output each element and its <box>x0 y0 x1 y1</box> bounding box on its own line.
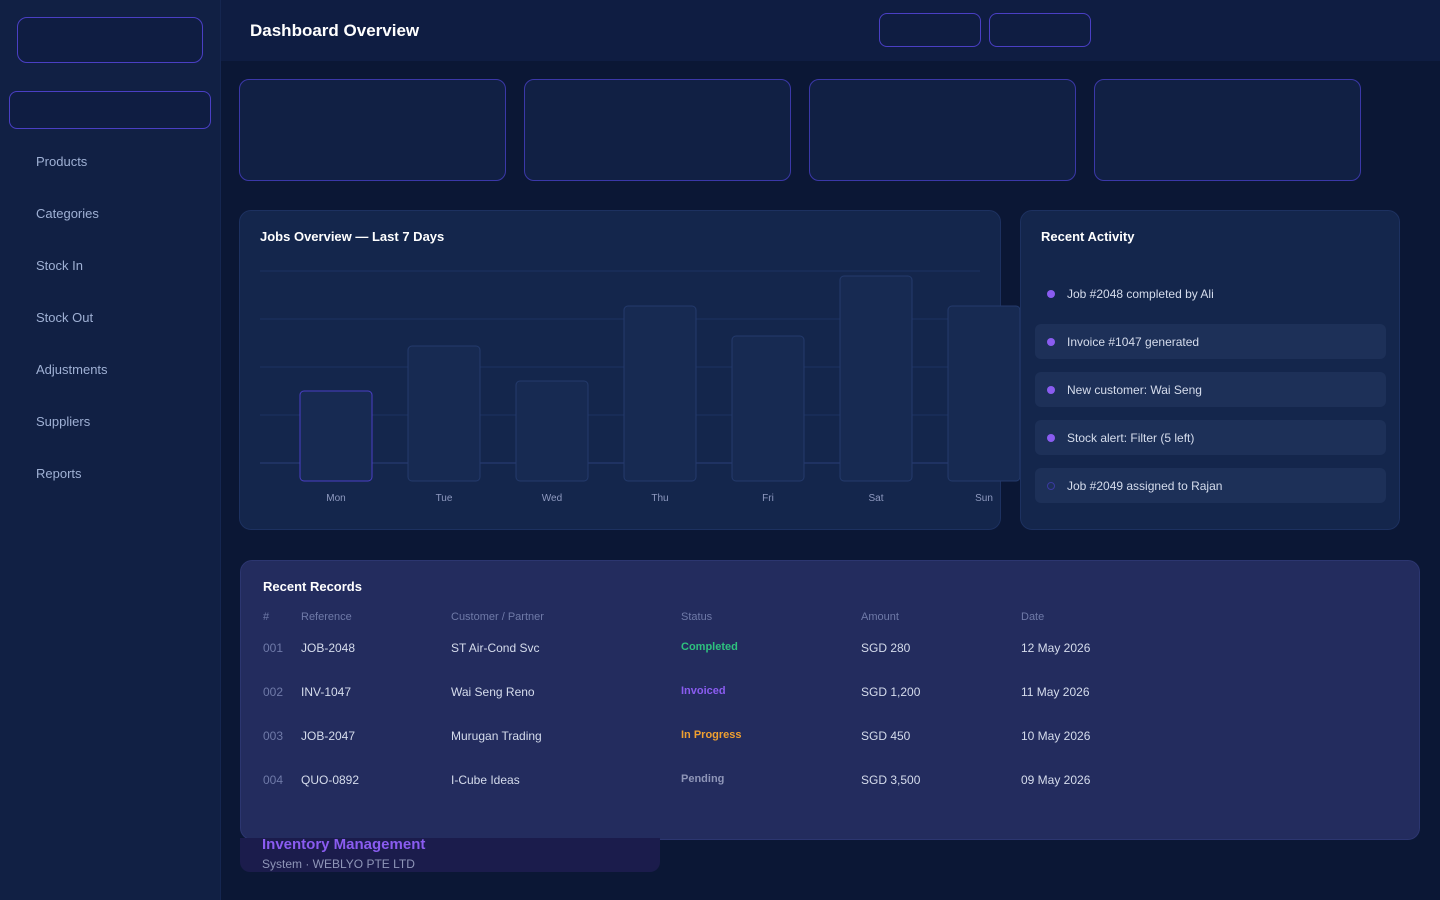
activity-item[interactable]: New customer: Wai Seng <box>1035 372 1386 407</box>
activity-title: Recent Activity <box>1041 229 1135 244</box>
activity-item[interactable]: Invoice #1047 generated <box>1035 324 1386 359</box>
column-header-status[interactable]: Status <box>681 611 713 623</box>
column-header-reference[interactable]: Reference <box>301 611 352 623</box>
recent-records-panel: Recent Records # Reference Customer / Pa… <box>240 560 1420 840</box>
header-button-1[interactable] <box>879 13 981 47</box>
stat-card-3 <box>809 79 1076 181</box>
top-header: Dashboard Overview <box>221 0 1440 61</box>
stat-card-2 <box>524 79 791 181</box>
bar-sun[interactable] <box>947 305 1021 482</box>
table-row[interactable]: 002 INV-1047 Wai Seng Reno Invoiced SGD 1,20… <box>241 685 1421 705</box>
records-title: Recent Records <box>263 579 362 594</box>
sidebar-item-stock-in[interactable]: Stock In <box>36 258 83 273</box>
sidebar-item-categories[interactable]: Categories <box>36 206 99 221</box>
stat-card-4 <box>1094 79 1361 181</box>
activity-text: Invoice #1047 generated <box>1067 335 1200 349</box>
cell-amount: SGD 1,200 <box>861 685 921 699</box>
status-badge: Completed <box>681 641 738 653</box>
cell-customer: ST Air-Cond Svc <box>451 641 540 655</box>
chart-title: Jobs Overview — Last 7 Days <box>260 229 445 244</box>
cell-amount: SGD 280 <box>861 641 911 655</box>
x-tick-label: Sun <box>975 493 993 504</box>
activity-text: Stock alert: Filter (5 left) <box>1067 431 1195 445</box>
cell-index: 004 <box>263 773 284 787</box>
cell-reference: JOB-2047 <box>301 729 356 743</box>
status-badge: In Progress <box>681 729 742 741</box>
cell-index: 001 <box>263 641 284 655</box>
page-title: Dashboard Overview <box>250 21 420 40</box>
brand-footer: Inventory Management System · WEBLYO PTE… <box>240 836 660 872</box>
x-tick-label: Mon <box>326 493 345 504</box>
bar-fri[interactable] <box>731 335 805 482</box>
header-button-2[interactable] <box>989 13 1091 47</box>
bar-sat[interactable] <box>839 275 913 482</box>
sidebar-item-adjustments[interactable]: Adjustments <box>36 362 108 377</box>
cell-date: 09 May 2026 <box>1021 773 1091 787</box>
cell-amount: SGD 3,500 <box>861 773 921 787</box>
sidebar-search-input[interactable] <box>9 91 211 129</box>
cell-reference: QUO-0892 <box>301 773 360 787</box>
cell-date: 10 May 2026 <box>1021 729 1091 743</box>
bar-mon[interactable] <box>299 390 373 482</box>
activity-item[interactable]: Job #2049 assigned to Rajan <box>1035 468 1386 503</box>
cell-date: 11 May 2026 <box>1021 685 1090 699</box>
x-tick-label: Tue <box>436 493 453 504</box>
activity-text: Job #2049 assigned to Rajan <box>1067 479 1223 493</box>
cell-customer: I-Cube Ideas <box>451 773 520 787</box>
column-header-date[interactable]: Date <box>1021 611 1045 623</box>
activity-text: Job #2048 completed by Ali <box>1067 287 1214 301</box>
activity-text: New customer: Wai Seng <box>1067 383 1202 397</box>
activity-item[interactable]: Stock alert: Filter (5 left) <box>1035 420 1386 455</box>
cell-amount: SGD 450 <box>861 729 911 743</box>
table-row[interactable]: 001 JOB-2048 ST Air-Cond Svc Completed SGD 2… <box>241 641 1421 661</box>
activity-item[interactable]: Job #2048 completed by Ali <box>1035 276 1386 311</box>
column-header-amount[interactable]: Amount <box>861 611 899 623</box>
status-badge: Invoiced <box>681 685 726 697</box>
x-tick-label: Wed <box>542 493 562 504</box>
cell-reference: JOB-2048 <box>301 641 356 655</box>
table-row[interactable]: 003 JOB-2047 Murugan Trading In Progress SGD… <box>241 729 1421 749</box>
brand-name: Inventory Management <box>262 836 426 853</box>
jobs-bar-chart: Mon Tue Wed Thu Fri Sat Sun <box>260 270 1021 504</box>
jobs-chart-panel: Jobs Overview — Last 7 Days Mon Tue Wed Thu… <box>239 210 1021 530</box>
cell-customer: Murugan Trading <box>451 729 542 743</box>
bar-tue[interactable] <box>407 345 481 482</box>
recent-activity-panel: Recent Activity Job #2048 completed by A… <box>1020 210 1400 530</box>
cell-date: 12 May 2026 <box>1021 641 1091 655</box>
sidebar: Products Categories Stock In Stock Out A… <box>0 0 221 900</box>
activity-dot-icon <box>1047 386 1055 394</box>
cell-reference: INV-1047 <box>301 685 352 699</box>
sidebar-item-stock-out[interactable]: Stock Out <box>36 310 94 325</box>
x-tick-label: Fri <box>762 493 774 504</box>
bar-thu[interactable] <box>623 305 697 482</box>
column-header-customer[interactable]: Customer / Partner <box>451 611 544 623</box>
activity-dot-icon <box>1047 290 1055 298</box>
status-badge: Pending <box>681 773 725 785</box>
cell-index: 003 <box>263 729 284 743</box>
activity-dot-icon <box>1047 482 1055 490</box>
cell-index: 002 <box>263 685 284 699</box>
bar-wed[interactable] <box>515 380 589 482</box>
logo-placeholder[interactable] <box>17 17 203 63</box>
sidebar-item-products[interactable]: Products <box>36 154 88 169</box>
table-row[interactable]: 004 QUO-0892 I-Cube Ideas Pending SGD 3,500 0… <box>241 773 1421 793</box>
activity-dot-icon <box>1047 338 1055 346</box>
column-header-index[interactable]: # <box>263 611 270 623</box>
cell-customer: Wai Seng Reno <box>451 685 535 699</box>
x-tick-label: Thu <box>651 493 668 504</box>
sidebar-item-suppliers[interactable]: Suppliers <box>36 414 91 429</box>
sidebar-item-reports[interactable]: Reports <box>36 466 82 481</box>
x-tick-label: Sat <box>868 493 883 504</box>
stat-card-1 <box>239 79 506 181</box>
brand-subtitle: System · WEBLYO PTE LTD <box>262 857 415 871</box>
activity-dot-icon <box>1047 434 1055 442</box>
